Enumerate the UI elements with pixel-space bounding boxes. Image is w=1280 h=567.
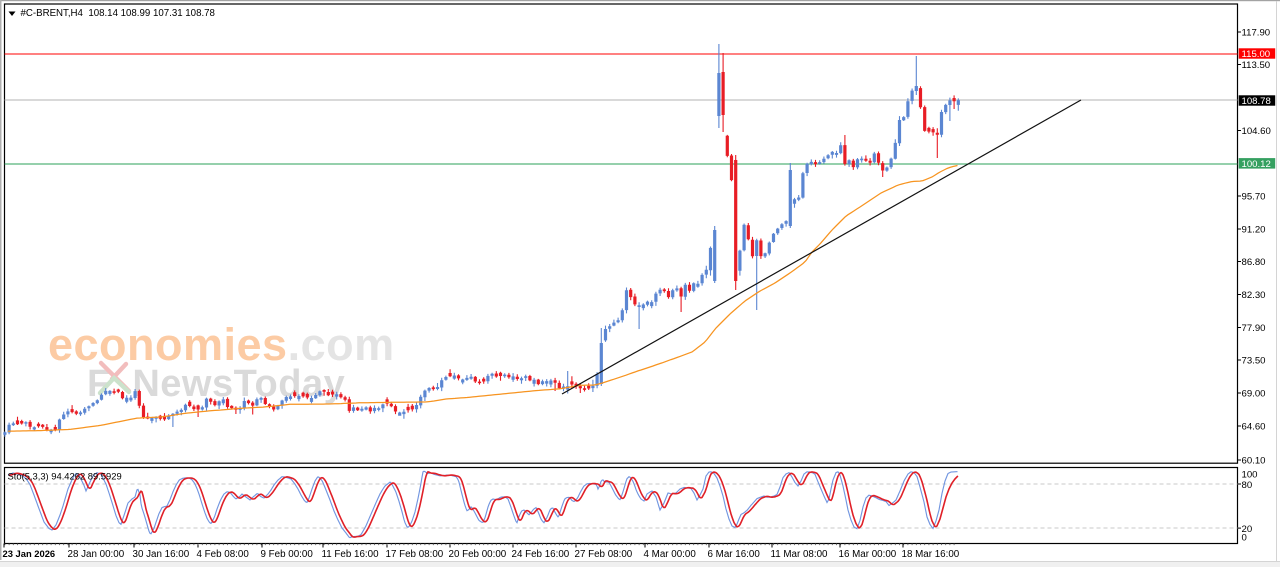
svg-text:4 Feb 08:00: 4 Feb 08:00 <box>197 549 250 560</box>
svg-text:16 Mar 00:00: 16 Mar 00:00 <box>839 549 897 560</box>
svg-text:113.50: 113.50 <box>1242 60 1271 71</box>
svg-text:82.30: 82.30 <box>1242 290 1266 301</box>
svg-text:100: 100 <box>1242 469 1258 480</box>
svg-text:18 Mar 16:00: 18 Mar 16:00 <box>902 549 960 560</box>
svg-text:28 Jan 00:00: 28 Jan 00:00 <box>68 549 125 560</box>
svg-text:economies.com: economies.com <box>48 319 395 370</box>
svg-text:64.60: 64.60 <box>1242 421 1266 432</box>
svg-text:60.10: 60.10 <box>1242 455 1266 466</box>
svg-text:Sto(5,3,3) 94.4262 89.5929: Sto(5,3,3) 94.4262 89.5929 <box>8 471 122 482</box>
svg-text:69.00: 69.00 <box>1242 388 1266 399</box>
svg-text:20: 20 <box>1242 524 1253 535</box>
svg-text:20 Feb 00:00: 20 Feb 00:00 <box>449 549 507 560</box>
svg-text:115.00: 115.00 <box>1242 49 1271 60</box>
svg-text:23 Jan 2026: 23 Jan 2026 <box>3 548 56 559</box>
svg-text:4 Mar 00:00: 4 Mar 00:00 <box>644 549 697 560</box>
svg-text:30 Jan 16:00: 30 Jan 16:00 <box>133 549 190 560</box>
svg-text:80: 80 <box>1242 480 1253 491</box>
svg-text:86.80: 86.80 <box>1242 257 1266 268</box>
svg-text:104.60: 104.60 <box>1242 126 1271 137</box>
svg-text:108.78: 108.78 <box>1242 96 1271 107</box>
svg-text:24 Feb 16:00: 24 Feb 16:00 <box>512 549 570 560</box>
svg-text:91.20: 91.20 <box>1242 224 1266 235</box>
svg-text:27 Feb 08:00: 27 Feb 08:00 <box>575 549 633 560</box>
svg-text:77.90: 77.90 <box>1242 323 1266 334</box>
svg-text:11 Mar 08:00: 11 Mar 08:00 <box>771 549 829 560</box>
svg-text:6 Mar 16:00: 6 Mar 16:00 <box>708 549 761 560</box>
svg-text:117.90: 117.90 <box>1242 27 1271 38</box>
svg-text:73.50: 73.50 <box>1242 355 1266 366</box>
svg-text:#C-BRENT,H4 108.14 108.99 107: #C-BRENT,H4 108.14 108.99 107.31 108.78 <box>21 8 215 19</box>
svg-text:11 Feb 16:00: 11 Feb 16:00 <box>322 549 380 560</box>
svg-text:0: 0 <box>1242 532 1247 543</box>
svg-text:95.70: 95.70 <box>1242 191 1266 202</box>
svg-text:100.12: 100.12 <box>1242 159 1271 170</box>
svg-text:9 Feb 00:00: 9 Feb 00:00 <box>261 549 314 560</box>
svg-text:17 Feb 08:00: 17 Feb 08:00 <box>386 549 444 560</box>
